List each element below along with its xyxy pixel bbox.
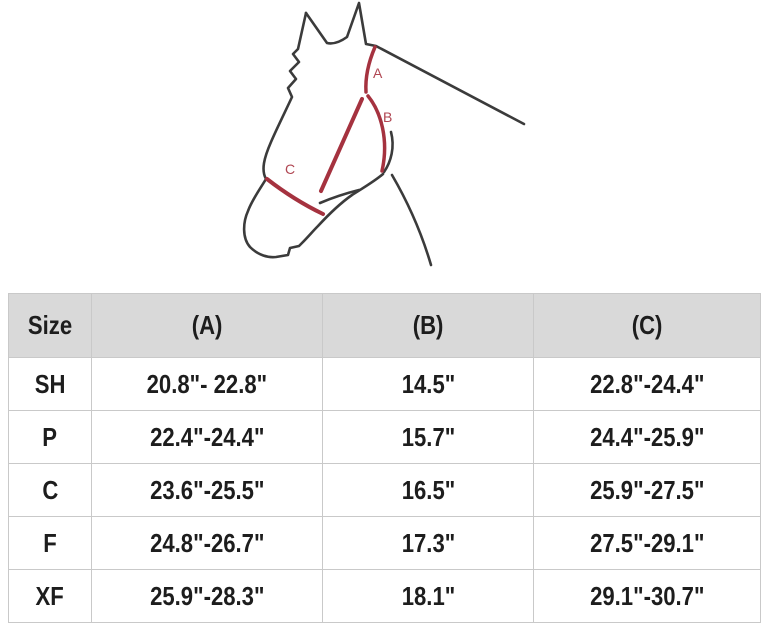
measurement-b-cell: 15.7" [322,410,534,464]
halter-crown-strap-a [364,45,377,94]
halter-label-a: A [373,65,383,81]
halter-straps [265,45,387,216]
measurement-a-cell: 22.4"-24.4" [91,410,323,464]
size-cell: XF [8,569,92,623]
halter-throat-strap-b [366,94,387,173]
halter-noseband-c [265,177,325,216]
measurement-c-cell: 25.9"-27.5" [533,463,761,517]
measurement-b-cell: 17.3" [322,516,534,570]
table-row: SH 20.8"- 22.8" 14.5" 22.8"-24.4" [8,357,761,411]
table-row: F 24.8"-26.7" 17.3" 27.5"-29.1" [8,516,761,570]
horse-cheek-arc [382,130,394,174]
header-cell-c: (C) [533,293,761,358]
measurement-b-cell: 16.5" [322,463,534,517]
size-cell: C [8,463,92,517]
measurement-c-cell: 29.1"-30.7" [533,569,761,623]
horse-face-outline [242,11,385,259]
halter-cheek-strap [319,97,364,193]
size-table-header: Size (A) (B) (C) [8,293,761,358]
header-cell-size: Size [8,293,92,358]
halter-label-c: C [285,161,295,177]
measurement-c-cell: 27.5"-29.1" [533,516,761,570]
horse-ears-neck-top [304,1,526,126]
size-cell: P [8,410,92,464]
header-row: Size (A) (B) (C) [8,293,761,358]
halter-label-b: B [383,109,392,125]
size-cell: SH [8,357,92,411]
header-cell-b: (B) [322,293,534,358]
measurement-c-cell: 24.4"-25.9" [533,410,761,464]
measurement-b-cell: 14.5" [322,357,534,411]
measurement-a-cell: 24.8"-26.7" [91,516,323,570]
horse-outline [242,1,526,267]
size-cell: F [8,516,92,570]
measurement-a-cell: 20.8"- 22.8" [91,357,323,411]
header-cell-a: (A) [91,293,323,358]
size-table: Size (A) (B) (C) SH 20.8"- 22.8" 14.5" 2… [8,293,761,623]
measurement-a-cell: 23.6"-25.5" [91,463,323,517]
horse-neck-front [390,173,433,267]
horse-halter-diagram: A B C [0,0,767,290]
measurement-b-cell: 18.1" [322,569,534,623]
size-table-body: SH 20.8"- 22.8" 14.5" 22.8"-24.4" P 22.4… [8,357,761,623]
measurement-a-cell: 25.9"-28.3" [91,569,323,623]
table-row: C 23.6"-25.5" 16.5" 25.9"-27.5" [8,463,761,517]
horse-mouth-line [318,188,361,205]
horse-head-illustration: A B C [242,1,526,267]
measurement-c-cell: 22.8"-24.4" [533,357,761,411]
table-row: XF 25.9"-28.3" 18.1" 29.1"-30.7" [8,569,761,623]
table-row: P 22.4"-24.4" 15.7" 24.4"-25.9" [8,410,761,464]
